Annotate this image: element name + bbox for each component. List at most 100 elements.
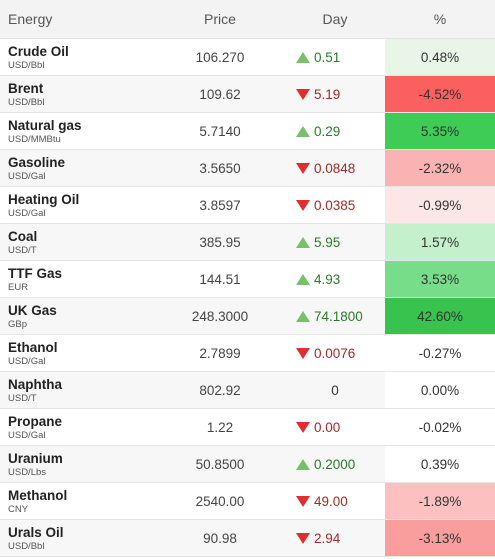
commodity-unit: EUR xyxy=(8,281,29,293)
percent-change: -0.27% xyxy=(385,335,495,371)
commodity-name[interactable]: Ethanol xyxy=(8,339,58,355)
day-change: 2.94 xyxy=(296,531,374,546)
commodity-cell[interactable]: Crude Oil USD/Bbl xyxy=(0,39,155,75)
commodity-unit: USD/Bbl xyxy=(8,96,45,108)
table-row[interactable]: Naphtha USD/T 802.92 0 0.00% xyxy=(0,372,495,409)
commodity-cell[interactable]: Brent USD/Bbl xyxy=(0,76,155,112)
day-change-cell: 0.0385 xyxy=(285,187,385,223)
day-change-value: 0.2000 xyxy=(314,456,356,472)
price-value: 2.7899 xyxy=(199,345,241,361)
day-change: 0.00 xyxy=(296,420,374,435)
commodity-name[interactable]: Natural gas xyxy=(8,117,82,133)
day-change-cell: 0.0076 xyxy=(285,335,385,371)
table-row[interactable]: Urals Oil USD/Bbl 90.98 2.94 -3.13% xyxy=(0,520,495,557)
day-change: 0.51 xyxy=(296,50,374,65)
percent-change: 0.00% xyxy=(385,372,495,408)
table-header: Energy Price Day % xyxy=(0,0,495,39)
commodity-name[interactable]: UK Gas xyxy=(8,302,57,318)
table-row[interactable]: Methanol CNY 2540.00 49.00 -1.89% xyxy=(0,483,495,520)
table-row[interactable]: Propane USD/Gal 1.22 0.00 -0.02% xyxy=(0,409,495,446)
price-value: 802.92 xyxy=(155,372,285,408)
commodity-cell[interactable]: Coal USD/T xyxy=(0,224,155,260)
arrow-down-icon xyxy=(296,347,310,359)
price-value: 106.270 xyxy=(195,49,245,65)
commodity-name[interactable]: Uranium xyxy=(8,450,63,466)
table-row[interactable]: Crude Oil USD/Bbl 106.270 0.51 0.48% xyxy=(0,39,495,76)
table-row[interactable]: Uranium USD/Lbs 50.8500 0.2000 0.39% xyxy=(0,446,495,483)
day-change-value: 0.0385 xyxy=(314,197,356,213)
arrow-down-icon xyxy=(296,532,310,544)
day-change: 0.0385 xyxy=(296,198,374,213)
day-change-value: 2.94 xyxy=(314,530,341,546)
commodity-unit: USD/T xyxy=(8,392,37,404)
day-change-cell: 4.93 xyxy=(285,261,385,297)
commodity-name[interactable]: Propane xyxy=(8,413,63,429)
header-energy[interactable]: Energy xyxy=(8,11,53,27)
price-value: 3.8597 xyxy=(199,197,241,213)
day-change-cell: 0.51 xyxy=(285,39,385,75)
commodity-unit: CNY xyxy=(8,503,29,515)
table-row[interactable]: TTF Gas EUR 144.51 4.93 3.53% xyxy=(0,261,495,298)
day-change-cell: 5.95 xyxy=(285,224,385,260)
commodity-name[interactable]: Gasoline xyxy=(8,154,66,170)
day-change-value: 0.00 xyxy=(314,419,341,435)
commodity-name[interactable]: Naphtha xyxy=(8,376,62,392)
header-day[interactable]: Day xyxy=(322,11,348,27)
table-row[interactable]: Ethanol USD/Gal 2.7899 0.0076 -0.27% xyxy=(0,335,495,372)
day-change: 5.19 xyxy=(296,87,374,102)
day-change: 4.93 xyxy=(296,272,374,287)
day-change-cell: 0.00 xyxy=(285,409,385,445)
commodity-name[interactable]: TTF Gas xyxy=(8,265,63,281)
commodity-cell[interactable]: Propane USD/Gal xyxy=(0,409,155,445)
commodity-cell[interactable]: Ethanol USD/Gal xyxy=(0,335,155,371)
commodity-cell[interactable]: Gasoline USD/Gal xyxy=(0,150,155,186)
price-value: 1.22 xyxy=(206,419,234,435)
commodity-name[interactable]: Urals Oil xyxy=(8,524,64,540)
table-row[interactable]: Natural gas USD/MMBtu 5.7140 0.29 5.35% xyxy=(0,113,495,150)
arrow-up-icon xyxy=(296,273,310,285)
header-price[interactable]: Price xyxy=(204,11,236,27)
percent-change: -2.32% xyxy=(385,150,495,186)
commodity-cell[interactable]: Naphtha USD/T xyxy=(0,372,155,408)
arrow-down-icon xyxy=(296,88,310,100)
commodity-cell[interactable]: Methanol CNY xyxy=(0,483,155,519)
commodity-cell[interactable]: UK Gas GBp xyxy=(0,298,155,334)
price-value: 248.3000 xyxy=(155,298,285,334)
commodity-name[interactable]: Coal xyxy=(8,228,38,244)
arrow-up-icon xyxy=(296,310,310,322)
percent-change: 3.53% xyxy=(385,261,495,297)
percent-change: -1.89% xyxy=(385,483,495,519)
table-row[interactable]: Gasoline USD/Gal 3.5650 0.0848 -2.32% xyxy=(0,150,495,187)
header-percent[interactable]: % xyxy=(433,11,447,27)
day-change: 49.00 xyxy=(296,494,374,509)
day-change-value: 5.19 xyxy=(314,86,341,102)
commodity-name[interactable]: Heating Oil xyxy=(8,191,80,207)
commodity-unit: USD/T xyxy=(8,244,37,256)
arrow-up-icon xyxy=(296,236,310,248)
commodity-cell[interactable]: Heating Oil USD/Gal xyxy=(0,187,155,223)
table-row[interactable]: Coal USD/T 385.95 5.95 1.57% xyxy=(0,224,495,261)
day-change-cell: 0.0848 xyxy=(285,150,385,186)
commodity-name[interactable]: Crude Oil xyxy=(8,43,69,59)
day-change-cell: 49.00 xyxy=(285,483,385,519)
day-change: 74.1800 xyxy=(296,309,374,324)
arrow-up-icon xyxy=(296,458,310,470)
price-value: 5.7140 xyxy=(199,123,241,139)
percent-change: 0.39% xyxy=(385,446,495,482)
commodity-cell[interactable]: Urals Oil USD/Bbl xyxy=(0,520,155,556)
table-row[interactable]: UK Gas GBp 248.3000 74.1800 42.60% xyxy=(0,298,495,335)
day-change: 0.29 xyxy=(296,124,374,139)
table-body: Crude Oil USD/Bbl 106.270 0.51 0.48% Brent USD… xyxy=(0,39,495,557)
commodity-cell[interactable]: Uranium USD/Lbs xyxy=(0,446,155,482)
day-change: 0.2000 xyxy=(296,457,374,472)
commodity-unit: USD/Bbl xyxy=(8,540,45,552)
commodity-cell[interactable]: Natural gas USD/MMBtu xyxy=(0,113,155,149)
commodity-name[interactable]: Brent xyxy=(8,80,44,96)
day-change-cell: 5.19 xyxy=(285,76,385,112)
table-row[interactable]: Brent USD/Bbl 109.62 5.19 -4.52% xyxy=(0,76,495,113)
commodity-cell[interactable]: TTF Gas EUR xyxy=(0,261,155,297)
commodity-name[interactable]: Methanol xyxy=(8,487,68,503)
table-row[interactable]: Heating Oil USD/Gal 3.8597 0.0385 -0.99% xyxy=(0,187,495,224)
percent-change: -0.02% xyxy=(385,409,495,445)
